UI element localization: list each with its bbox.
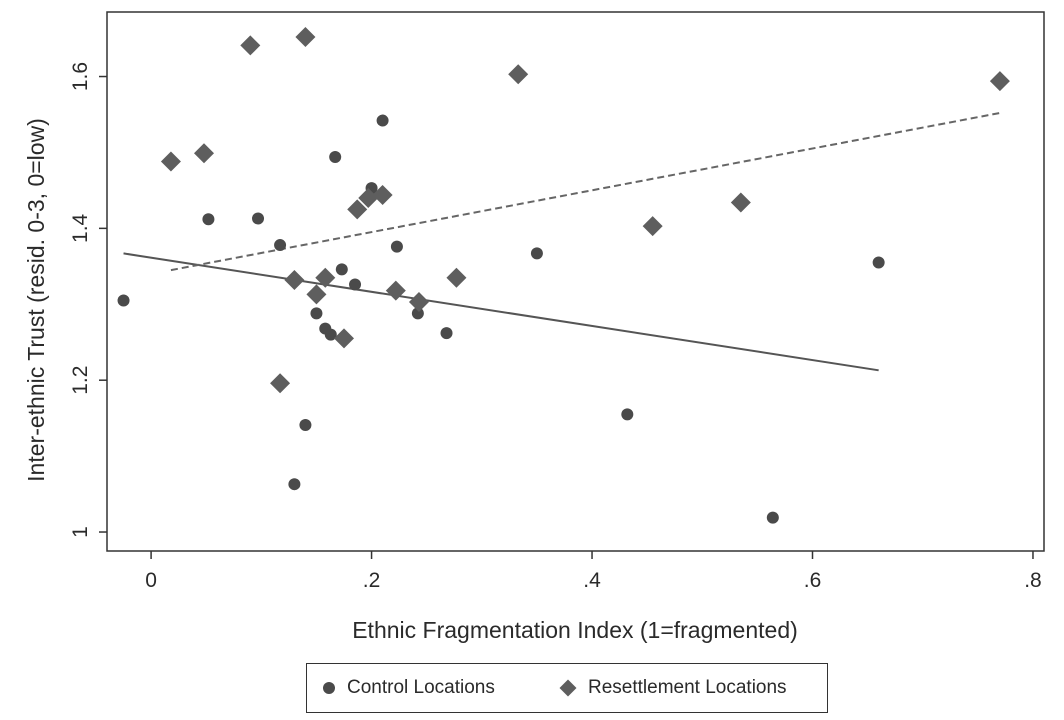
control-point [872, 256, 885, 269]
legend-item-resettlement: Resettlement Locations [559, 664, 787, 712]
data-points [117, 27, 1010, 524]
resettlement-point [160, 151, 181, 172]
resettlement-point [642, 216, 663, 237]
control-point [621, 408, 634, 421]
control-point [376, 114, 389, 127]
resettlement-point [270, 373, 291, 394]
control-point [310, 307, 323, 320]
y-axis-label: Inter-ethnic Trust (resid. 0-3, 0=low) [23, 118, 49, 482]
x-tick-label: .8 [1024, 569, 1042, 592]
legend-label-resettlement: Resettlement Locations [588, 677, 787, 698]
y-tick-label: 1.6 [69, 62, 92, 91]
resettlement-point [306, 284, 327, 305]
control-point [288, 478, 301, 491]
control-point [329, 150, 342, 163]
resettlement-point [508, 64, 529, 85]
diamond-marker-icon [559, 679, 577, 697]
y-axis: 1 1.2 1.4 1.6 [69, 62, 107, 538]
control-point [349, 278, 362, 291]
y-tick-label: 1.2 [69, 366, 92, 395]
resettlement-fit-line [170, 111, 1001, 272]
y-tick-label: 1 [69, 526, 92, 538]
plot-frame [106, 11, 1045, 552]
resettlement-point [385, 280, 406, 301]
x-tick-label: 0 [145, 569, 157, 592]
resettlement-point [194, 143, 215, 164]
control-fit-line [123, 252, 879, 372]
control-point [411, 307, 424, 320]
control-point [530, 247, 543, 260]
control-point [252, 212, 265, 225]
control-point [440, 327, 453, 340]
control-point [202, 213, 215, 226]
resettlement-point [240, 35, 261, 56]
x-axis-label: Ethnic Fragmentation Index (1=fragmented… [352, 617, 798, 643]
resettlement-point [284, 269, 305, 290]
control-point [390, 240, 403, 253]
resettlement-point [295, 27, 316, 48]
resettlement-point [408, 291, 429, 312]
resettlement-point [334, 328, 355, 349]
x-tick-label: .6 [804, 569, 822, 592]
resettlement-point [315, 267, 336, 288]
x-axis: 0 .2 .4 .6 .8 [145, 551, 1042, 592]
fit-lines [123, 111, 1001, 372]
resettlement-point [358, 187, 379, 208]
control-point [117, 294, 130, 307]
resettlement-point [730, 192, 751, 213]
control-point [335, 263, 348, 276]
resettlement-point [347, 199, 368, 220]
resettlement-point [372, 184, 393, 205]
control-point [324, 328, 337, 341]
y-tick-label: 1.4 [69, 213, 92, 243]
legend-item-control: Control Locations [323, 664, 495, 712]
control-point [274, 239, 287, 252]
x-tick-label: .2 [363, 569, 381, 592]
control-point [766, 511, 779, 524]
x-tick-label: .4 [583, 569, 601, 592]
resettlement-point [989, 71, 1010, 92]
resettlement-point [446, 267, 467, 288]
circle-marker-icon [323, 682, 335, 694]
legend: Control Locations Resettlement Locations [306, 663, 828, 713]
control-point [299, 418, 312, 431]
legend-label-control: Control Locations [347, 677, 495, 698]
